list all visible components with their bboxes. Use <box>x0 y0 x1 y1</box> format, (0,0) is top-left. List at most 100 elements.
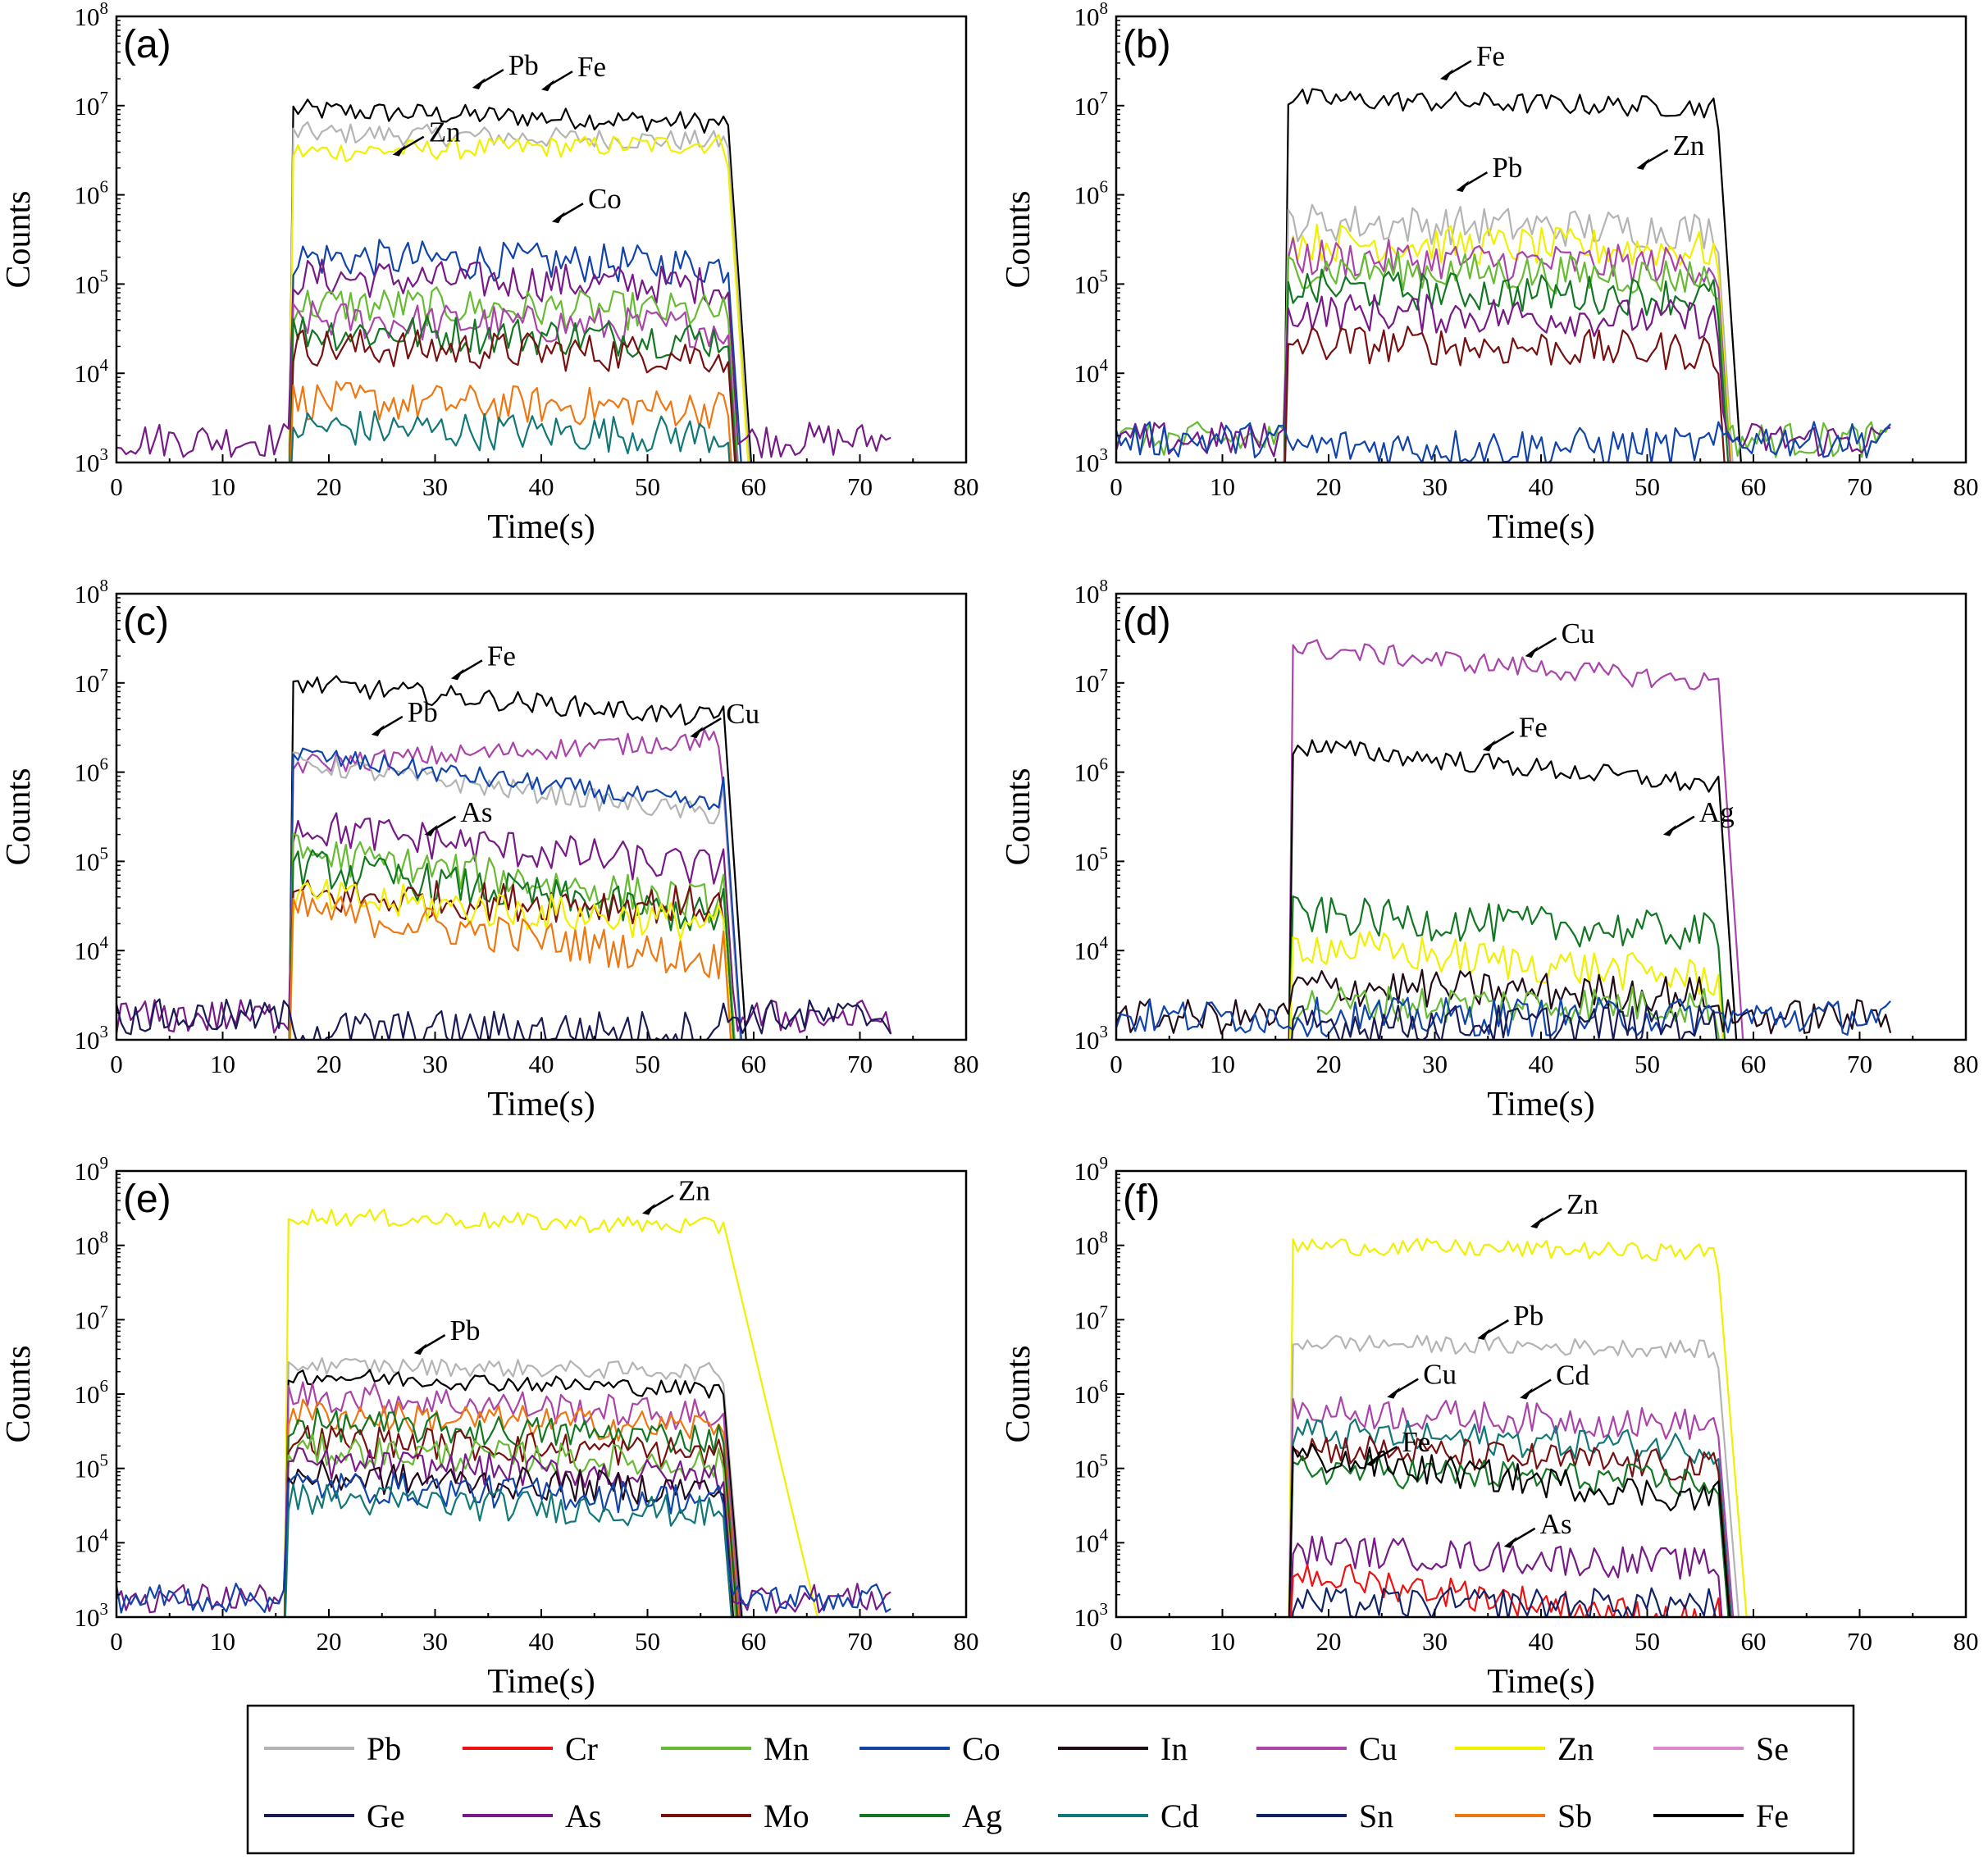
series-line-ag <box>1288 1454 1730 1617</box>
y-tick-label: 106 <box>1074 177 1109 210</box>
annotation-arrowhead <box>1387 1387 1401 1399</box>
legend-label: Pb <box>367 1730 401 1767</box>
series-group <box>1288 1237 1748 1617</box>
y-tick-exponent: 8 <box>100 0 109 18</box>
y-tick-label: 105 <box>1074 843 1109 876</box>
y-tick-exponent: 6 <box>100 1376 109 1396</box>
x-tick-label: 0 <box>110 472 123 501</box>
y-tick-label: 104 <box>1074 355 1109 388</box>
y-tick-base: 10 <box>75 936 100 965</box>
y-tick-label: 104 <box>75 932 109 965</box>
series-line-as <box>116 1447 891 1614</box>
x-tick-label: 80 <box>954 472 979 501</box>
legend-label: In <box>1160 1730 1188 1767</box>
x-tick-label: 10 <box>1210 1050 1235 1078</box>
series-line-zn <box>288 134 750 462</box>
y-tick-base: 10 <box>1074 181 1100 210</box>
panel-label: (a) <box>123 23 171 66</box>
annotation-label: Fe <box>1402 1426 1430 1458</box>
panel-label: (e) <box>123 1178 171 1221</box>
x-tick-label: 60 <box>741 1627 767 1656</box>
y-tick-base: 10 <box>75 847 100 876</box>
series-line-in <box>284 1459 735 1617</box>
x-tick-label: 10 <box>1210 472 1235 501</box>
y-tick-label: 106 <box>75 177 109 210</box>
panel-label: (f) <box>1123 1178 1160 1221</box>
y-tick-label: 109 <box>75 1153 109 1186</box>
x-tick-label: 80 <box>1954 472 1979 501</box>
annotation-label: As <box>461 796 493 828</box>
x-tick-label: 70 <box>847 472 873 501</box>
y-tick-exponent: 4 <box>1100 932 1109 952</box>
y-tick-exponent: 8 <box>1100 576 1109 595</box>
x-tick-label: 60 <box>741 1050 767 1078</box>
plot-frame <box>1115 1169 1967 1619</box>
series-line-zn <box>1284 223 1733 462</box>
series-line-as <box>116 812 892 1035</box>
annotation-label: Pb <box>408 696 438 728</box>
legend-label: Cu <box>1359 1730 1398 1767</box>
y-tick-exponent: 8 <box>1100 0 1109 18</box>
x-tick-label: 30 <box>1422 1050 1448 1078</box>
y-tick-label: 108 <box>75 0 109 31</box>
annotation-arrowhead <box>371 724 385 736</box>
annotation-label: Pb <box>1492 152 1522 184</box>
y-tick-base: 10 <box>1074 2 1100 31</box>
annotation-arrowhead <box>1456 180 1470 193</box>
legend: Pb Cr Mn Co In Cu Zn Se Ge As Mo Ag Cd Sn Sb Fe <box>246 1704 1855 1855</box>
plot-frame <box>115 15 968 464</box>
y-tick-label: 105 <box>1074 266 1109 298</box>
series-line-pb <box>288 751 742 1040</box>
chart-panel-1: 0 10 20 30 40 50 60 70 80103104105106107108Time(… <box>1000 0 1979 546</box>
chart-panel-2: 0 10 20 30 40 50 60 70 80103104105106107108Time(… <box>0 576 979 1123</box>
series-line-cu <box>288 728 742 1040</box>
series-line-fe <box>288 98 753 462</box>
annotation-label: Cu <box>726 698 759 730</box>
plot-frame <box>1115 15 1967 464</box>
legend-label: Sb <box>1557 1797 1592 1834</box>
series-line-as <box>116 258 891 458</box>
y-tick-exponent: 6 <box>100 177 109 197</box>
x-tick-label: 50 <box>1635 472 1660 501</box>
annotation-arrowhead <box>1482 740 1496 752</box>
plot-frame <box>115 1169 968 1619</box>
series-group <box>116 675 892 1040</box>
x-tick-label: 50 <box>635 1627 660 1656</box>
x-tick-label: 20 <box>1316 1050 1342 1078</box>
annotation-arrowhead <box>450 668 464 681</box>
y-tick-base: 10 <box>1074 669 1100 698</box>
y-tick-exponent: 3 <box>100 444 109 464</box>
annotation-arrowhead <box>413 1343 427 1356</box>
y-tick-base: 10 <box>1074 1232 1100 1260</box>
y-tick-base: 10 <box>75 1603 100 1632</box>
series-line-mn <box>1116 250 1892 458</box>
annotation-label: Fe <box>1519 711 1548 743</box>
y-tick-exponent: 3 <box>100 1022 109 1041</box>
y-tick-exponent: 8 <box>100 1228 109 1247</box>
x-tick-label: 40 <box>1529 1050 1554 1078</box>
x-axis-title: Time(s) <box>1487 1086 1594 1123</box>
y-axis-title: Counts <box>0 1345 38 1442</box>
annotation-label: Zn <box>1566 1188 1598 1220</box>
y-tick-exponent: 7 <box>100 665 109 685</box>
y-tick-base: 10 <box>1074 359 1100 388</box>
y-tick-label: 104 <box>75 1524 109 1557</box>
panel-label: (c) <box>123 600 169 644</box>
y-tick-label: 104 <box>1074 1524 1109 1557</box>
x-tick-label: 60 <box>741 472 767 501</box>
y-tick-exponent: 5 <box>1100 266 1109 285</box>
x-axis-title: Time(s) <box>1487 508 1594 546</box>
y-tick-exponent: 8 <box>1100 1228 1109 1247</box>
y-tick-base: 10 <box>1074 1603 1100 1632</box>
y-tick-base: 10 <box>75 669 100 698</box>
series-line-fe <box>1283 88 1742 462</box>
series-line-zn <box>1288 930 1724 1040</box>
y-axis-title: Counts <box>0 190 38 288</box>
y-tick-base: 10 <box>1074 1529 1100 1557</box>
y-tick-label: 108 <box>75 1228 109 1260</box>
x-tick-label: 0 <box>110 1627 123 1656</box>
series-line-ag <box>1284 268 1730 462</box>
y-tick-label: 105 <box>1074 1451 1109 1483</box>
y-tick-base: 10 <box>75 270 100 298</box>
